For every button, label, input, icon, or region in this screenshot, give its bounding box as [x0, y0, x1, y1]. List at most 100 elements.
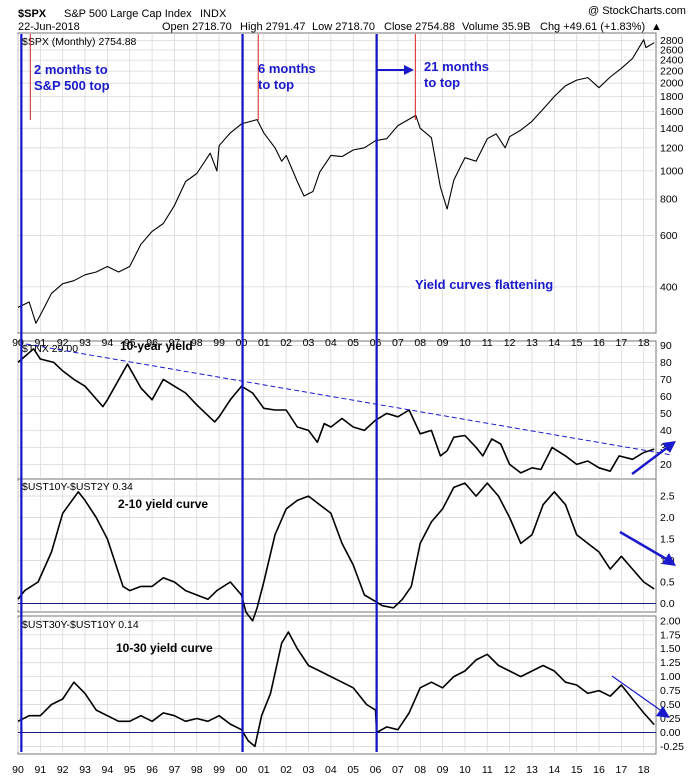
header-exchange: INDX: [200, 8, 227, 20]
x-tick-label: 90: [12, 337, 24, 349]
y-tick-label: 80: [660, 357, 672, 369]
header-symbol: $SPX: [18, 8, 47, 20]
spx-series-title: $SPX (Monthly) 2754.88: [22, 36, 137, 48]
y-tick-label: 600: [660, 230, 678, 242]
y-tick-label: 0.50: [660, 699, 681, 711]
y-tick-label: 2.0: [660, 512, 675, 524]
x-tick-label: 13: [526, 764, 538, 776]
x-axis-year-labels: 90 90 91 91 92 92 93 93 94 94 95 95 96 96 97 97 98 98 99 99…: [12, 337, 650, 776]
y-tick-label: 1200: [660, 142, 684, 154]
y-tick-label: 1.50: [660, 643, 681, 655]
x-tick-label: 08: [414, 337, 426, 349]
x-tick-label: 03: [303, 337, 315, 349]
y-tick-label: 1.00: [660, 671, 681, 683]
x-tick-label: 93: [79, 764, 91, 776]
x-tick-label: 99: [213, 764, 225, 776]
x-tick-label: 18: [638, 764, 650, 776]
curve-10-30-panel-label: 10-30 yield curve: [116, 641, 213, 655]
x-tick-label: 99: [213, 337, 225, 349]
y-tick-label: -0.25: [660, 741, 684, 753]
y-tick-label: 2000: [660, 78, 684, 90]
x-tick-label: 14: [548, 337, 560, 349]
series-line-3: [17, 631, 655, 748]
curve-10-30-panel-frame: [17, 615, 657, 755]
y-tick-label: 1400: [660, 123, 684, 135]
x-tick-label: 01: [258, 337, 270, 349]
x-tick-label: 09: [437, 764, 449, 776]
y-tick-label: 50: [660, 408, 672, 420]
x-tick-label: 14: [548, 764, 560, 776]
header-high: High 2791.47: [240, 21, 305, 33]
x-tick-label: 09: [437, 337, 449, 349]
x-tick-label: 90: [12, 764, 24, 776]
y-tick-label: 2.00: [660, 615, 681, 627]
y-tick-label: 0.0: [660, 598, 675, 610]
x-tick-label: 91: [35, 337, 47, 349]
y-tick-label: 90: [660, 340, 672, 352]
header-name: S&P 500 Large Cap Index: [64, 8, 192, 20]
y-tick-label: 20: [660, 459, 672, 471]
x-tick-label: 04: [325, 337, 337, 349]
y-tick-label: 1800: [660, 91, 684, 103]
y-tick-label: 400: [660, 281, 678, 293]
x-tick-label: 15: [571, 764, 583, 776]
x-tick-label: 05: [347, 764, 359, 776]
y-tick-label: 1600: [660, 106, 684, 118]
annotation-2-line2: to top: [258, 77, 294, 92]
x-tick-label: 15: [571, 337, 583, 349]
header-change: Chg +49.61 (+1.83%): [540, 21, 645, 33]
x-tick-label: 05: [347, 337, 359, 349]
brand-watermark: @ StockCharts.com: [588, 5, 686, 17]
x-tick-label: 04: [325, 764, 337, 776]
x-tick-label: 93: [79, 337, 91, 349]
x-tick-label: 95: [124, 764, 136, 776]
x-tick-label: 10: [459, 337, 471, 349]
x-tick-label: 96: [146, 337, 158, 349]
y-tick-label: 2.5: [660, 491, 675, 503]
header-volume: Volume 35.9B: [462, 21, 531, 33]
y-tick-label: 800: [660, 194, 678, 206]
series-line-2: [17, 482, 655, 622]
y-tick-label: 40: [660, 425, 672, 437]
header-open: Open 2718.70: [162, 21, 232, 33]
annotation-1-line2: S&P 500 top: [34, 78, 110, 93]
x-tick-label: 10: [459, 764, 471, 776]
x-tick-label: 02: [280, 764, 292, 776]
y-tick-label: 1.75: [660, 629, 681, 641]
y-tick-label: 1000: [660, 165, 684, 177]
arrow-10-30-down-icon: [611, 675, 670, 718]
y-tick-label: 1.5: [660, 534, 675, 546]
x-tick-label: 01: [258, 764, 270, 776]
y-tick-label: 0.00: [660, 727, 681, 739]
series-line-1: [17, 347, 655, 474]
annotation-1-line1: 2 months to: [34, 62, 108, 77]
x-tick-label: 11: [482, 764, 493, 776]
x-tick-label: 95: [124, 337, 136, 349]
tnx-panel-frame: [17, 340, 657, 480]
y-tick-label: 2800: [660, 35, 684, 47]
curve-10-30-series-title: $UST30Y-$UST10Y 0.14: [22, 619, 139, 631]
y-tick-label: 2400: [660, 55, 684, 67]
annotation-3-line2: to top: [424, 75, 460, 90]
x-tick-label: 97: [169, 337, 181, 349]
arrow-21-months-icon: [377, 65, 414, 75]
series-line-0: [17, 39, 655, 324]
y-tick-label: 2600: [660, 44, 684, 56]
x-tick-label: 07: [392, 337, 404, 349]
series-lines: [17, 39, 655, 748]
x-tick-label: 08: [414, 764, 426, 776]
panel-frames: [17, 32, 657, 755]
x-tick-label: 17: [616, 337, 628, 349]
x-tick-label: 16: [593, 337, 605, 349]
x-tick-label: 00: [236, 764, 248, 776]
y-tick-label: 0.5: [660, 577, 675, 589]
annotation-main: Yield curves flattening: [415, 277, 553, 292]
x-tick-label: 97: [169, 764, 181, 776]
tnx-trendline: [25, 343, 673, 456]
y-tick-label: 2200: [660, 66, 684, 78]
grid-lines: [17, 34, 656, 752]
x-tick-label: 91: [35, 764, 47, 776]
x-tick-label: 12: [504, 764, 516, 776]
x-tick-label: 92: [57, 337, 69, 349]
